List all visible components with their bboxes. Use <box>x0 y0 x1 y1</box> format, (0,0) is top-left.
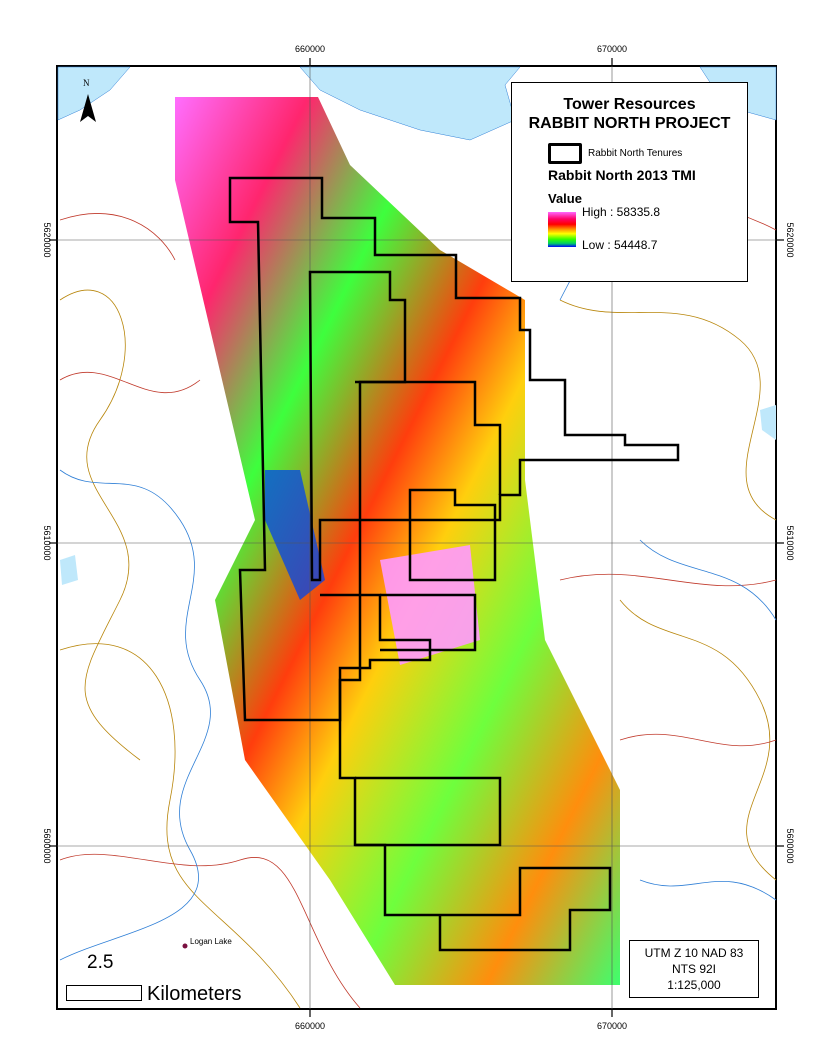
legend-layer-title: Rabbit North 2013 TMI <box>548 167 696 183</box>
tenure-outline <box>355 776 502 847</box>
road <box>59 213 361 1009</box>
legend: Tower Resources RABBIT NORTH PROJECT Rab… <box>511 82 748 282</box>
tenure-outline <box>355 380 502 495</box>
y-tick-left: 5610000 <box>42 525 52 560</box>
scale-value: 2.5 <box>87 952 114 973</box>
y-tick-right: 5600000 <box>785 828 795 863</box>
y-tick-left: 5600000 <box>42 828 52 863</box>
lake <box>57 66 131 121</box>
lake <box>60 555 78 585</box>
contour-line <box>59 289 141 761</box>
legend-value-heading: Value <box>548 191 582 206</box>
projection-line: UTM Z 10 NAD 83 <box>644 946 744 960</box>
magnetic-high <box>380 545 480 665</box>
legend-project: RABBIT NORTH PROJECT <box>528 115 731 132</box>
y-tick-right: 5610000 <box>785 525 795 560</box>
tenure-outline <box>228 176 680 722</box>
contour-line <box>559 299 777 521</box>
contour-line <box>619 599 777 881</box>
tenure-symbol-icon <box>548 143 582 164</box>
map-scale-ratio: 1:125,000 <box>667 978 721 992</box>
legend-tenure-label: Rabbit North Tenures <box>588 148 683 159</box>
contour-line <box>59 643 301 1009</box>
scale-bar <box>66 985 142 1001</box>
lake <box>299 66 521 141</box>
x-tick-top: 670000 <box>597 44 627 54</box>
lake <box>760 405 776 440</box>
tmi-survey-raster <box>175 97 620 985</box>
tenure-outline <box>408 488 497 582</box>
town-marker-icon <box>182 943 188 949</box>
x-tick-top: 660000 <box>295 44 325 54</box>
town-label: Logan Lake <box>190 937 232 946</box>
legend-low: Low : 54448.7 <box>582 238 658 252</box>
y-tick-left: 5620000 <box>42 222 52 257</box>
x-tick-bottom: 660000 <box>295 1021 325 1031</box>
north-label: N <box>83 78 90 88</box>
y-tick-right: 5620000 <box>785 222 795 257</box>
nts-sheet: NTS 92I <box>671 962 716 976</box>
projection-info: UTM Z 10 NAD 83 NTS 92I 1:125,000 <box>629 940 759 998</box>
scale-unit: Kilometers <box>147 983 242 1005</box>
legend-high: High : 58335.8 <box>582 205 661 219</box>
stream <box>59 469 211 961</box>
x-tick-bottom: 670000 <box>597 1021 627 1031</box>
legend-company: Tower Resources <box>563 96 696 113</box>
tenure-outline <box>380 593 477 652</box>
color-ramp <box>548 212 576 247</box>
north-arrow-icon <box>80 94 96 122</box>
legend-tenure-row: Rabbit North Tenures <box>548 143 682 164</box>
